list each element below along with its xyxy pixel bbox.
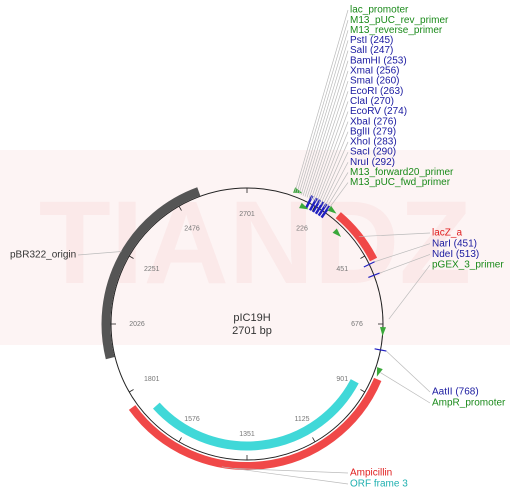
- feature-label: NruI (292): [350, 157, 395, 168]
- feature-label: ORF frame 3: [350, 479, 408, 490]
- tick-label: 676: [351, 321, 363, 328]
- leader-line: [310, 91, 349, 200]
- leader-line: [314, 111, 349, 202]
- site-mark: [363, 261, 375, 268]
- feature-label: ClaI (270): [350, 96, 394, 107]
- feature-ampicillin: [128, 377, 382, 470]
- leader-line: [318, 131, 349, 204]
- leader-line: [374, 243, 431, 263]
- feature-label: M13_pUC_fwd_primer: [350, 177, 451, 188]
- leader-line: [386, 350, 431, 393]
- tick-mark: [360, 255, 365, 259]
- site-mark: [311, 199, 322, 213]
- leader-line: [296, 20, 349, 194]
- leader-line: [327, 182, 349, 210]
- leader-line: [308, 80, 349, 199]
- leader-line: [77, 251, 122, 256]
- feature-label: pBR322_origin: [10, 250, 76, 261]
- site-mark: [320, 205, 331, 219]
- tick-mark: [360, 389, 365, 393]
- primer-arrow: [376, 367, 383, 377]
- site-mark: [314, 201, 325, 215]
- site-mark: [368, 272, 380, 278]
- tick-mark: [178, 206, 182, 211]
- watermark: TIANDZ: [39, 177, 472, 309]
- feature-label: XbaI (276): [350, 116, 397, 127]
- tick-label: 2026: [129, 321, 145, 328]
- tick-label: 901: [336, 376, 348, 383]
- leader-line: [298, 30, 349, 195]
- feature-label: Ampicillin: [350, 468, 392, 479]
- tick-mark: [312, 437, 316, 442]
- tick-label: 2251: [144, 266, 160, 273]
- tick-label: 2476: [184, 226, 200, 233]
- tick-label: 1125: [294, 416, 309, 423]
- leader-line: [306, 70, 349, 198]
- leader-line: [234, 468, 349, 474]
- leader-line: [320, 141, 349, 206]
- leader-line: [304, 60, 349, 197]
- leader-line: [379, 254, 431, 274]
- feature-label: BamHI (253): [350, 55, 407, 66]
- tick-label: 1801: [144, 376, 160, 383]
- tick-label: 1576: [184, 416, 200, 423]
- leader-line: [388, 264, 431, 320]
- feature-label: lac_promoter: [350, 5, 409, 16]
- tick-label: 2701: [239, 211, 255, 218]
- tick-mark: [178, 437, 182, 442]
- leader-line: [312, 101, 349, 201]
- tick-mark: [312, 206, 316, 211]
- leader-line: [300, 40, 349, 195]
- feature-label: M13_pUC_rev_primer: [350, 15, 449, 26]
- tick-label: 226: [296, 226, 308, 233]
- leader-line: [302, 50, 349, 196]
- feature-label: XhoI (283): [350, 137, 397, 148]
- feature-lacz: [335, 212, 378, 262]
- leader-line: [358, 232, 431, 237]
- feature-label: SalI (247): [350, 45, 393, 56]
- primer-arrow: [332, 228, 342, 238]
- tick-mark: [129, 389, 134, 393]
- leader-line: [325, 172, 349, 209]
- feature-label: EcoRV (274): [350, 106, 407, 117]
- leader-line: [316, 121, 349, 203]
- feature-label: PstI (245): [350, 35, 393, 46]
- leader-line: [294, 9, 349, 193]
- site-mark: [374, 348, 387, 352]
- plasmid-name: pIC19H: [233, 312, 270, 324]
- feature-label: AatII (768): [432, 387, 479, 398]
- feature-label: XmaI (256): [350, 66, 399, 77]
- primer-arrow: [299, 202, 309, 210]
- leader-line: [221, 466, 349, 485]
- leader-line: [322, 151, 349, 207]
- plasmid-size: 2701 bp: [232, 325, 272, 337]
- feature-label: M13_reverse_primer: [350, 25, 443, 36]
- tick-label: 451: [336, 266, 348, 273]
- feature-label: SmaI (260): [350, 76, 399, 87]
- feature-orf: [152, 379, 359, 451]
- leader-line: [380, 372, 431, 404]
- feature-label: EcoRI (263): [350, 86, 403, 97]
- watermark-band: [0, 150, 510, 345]
- feature-label: pGEX_3_primer: [432, 260, 504, 271]
- tick-label: 1351: [239, 431, 255, 438]
- feature-pbr322-origin: [101, 187, 201, 360]
- feature-label: NarI (451): [432, 238, 477, 249]
- primer-arrow: [380, 326, 387, 337]
- feature-label: BglII (279): [350, 126, 396, 137]
- tick-mark: [129, 255, 134, 259]
- feature-label: lacZ_a: [432, 228, 462, 239]
- feature-label: NdeI (513): [432, 249, 479, 260]
- feature-label: SacI (290): [350, 147, 396, 158]
- leader-line: [323, 162, 349, 208]
- feature-label: AmpR_promoter: [432, 398, 506, 409]
- feature-label: M13_forward20_primer: [350, 167, 454, 178]
